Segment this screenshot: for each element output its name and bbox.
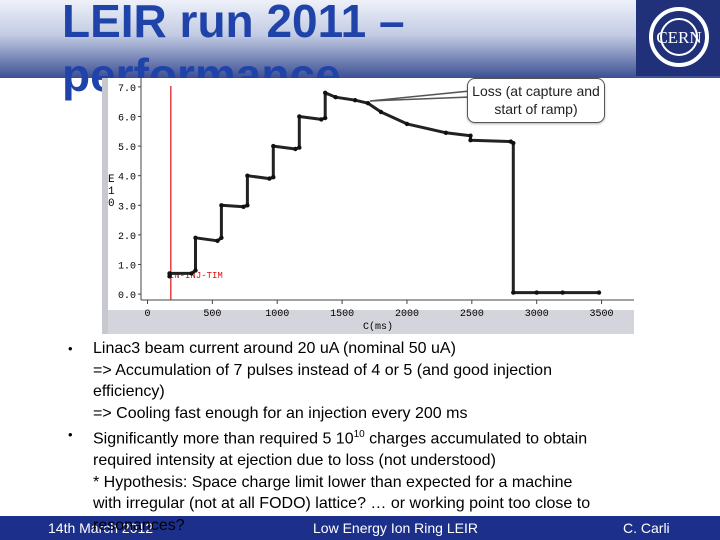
footer-title: Low Energy Ion Ring LEIR bbox=[313, 520, 478, 536]
data-point bbox=[219, 235, 224, 240]
bullet-dot: • bbox=[68, 341, 73, 356]
bullet-item: • Linac3 beam current around 20 uA (nomi… bbox=[68, 338, 698, 424]
bullet-list: • Linac3 beam current around 20 uA (nomi… bbox=[68, 338, 698, 537]
loss-callout: Loss (at capture and start of ramp) bbox=[467, 78, 605, 123]
y-tick-label: 1.0 bbox=[118, 261, 136, 272]
data-point bbox=[596, 290, 602, 295]
y-tick-label: 4.0 bbox=[118, 173, 136, 184]
bullet-line: Linac3 beam current around 20 uA (nomina… bbox=[93, 340, 456, 357]
exponent: 10 bbox=[353, 429, 365, 441]
chart-bottom-strip bbox=[102, 310, 634, 334]
data-point bbox=[333, 95, 338, 100]
data-point bbox=[511, 290, 516, 295]
x-tick-label: 3500 bbox=[590, 309, 614, 320]
y-axis-label-char: 1 bbox=[108, 186, 115, 198]
x-tick-label: 1000 bbox=[265, 309, 289, 320]
data-point bbox=[293, 146, 298, 152]
x-tick-label: 2500 bbox=[460, 309, 484, 320]
bullet-line: * Hypothesis: Space charge limit lower t… bbox=[93, 473, 573, 491]
intensity-trace bbox=[168, 91, 599, 295]
data-point bbox=[404, 121, 410, 127]
data-point bbox=[215, 238, 220, 243]
title-band bbox=[0, 0, 720, 78]
y-tick-label: 6.0 bbox=[118, 113, 136, 124]
data-point bbox=[271, 175, 276, 180]
injection-timing-marker: IN-INJ-TIM bbox=[169, 86, 223, 300]
marker-label: IN-INJ-TIM bbox=[169, 271, 223, 281]
data-point bbox=[245, 173, 250, 178]
y-tick-label: 0.0 bbox=[118, 291, 136, 302]
bullet-line: efficiency) bbox=[93, 383, 165, 401]
chart-left-strip bbox=[102, 78, 108, 334]
data-point bbox=[189, 271, 194, 276]
y-axis-label-char: E bbox=[108, 174, 115, 186]
data-point bbox=[534, 290, 539, 295]
footer-date: 14th March 2012 bbox=[48, 520, 154, 536]
data-point bbox=[297, 145, 302, 150]
x-tick-group: 0 500 1000 1500 2000 2500 3000 3500 bbox=[144, 300, 614, 320]
bullet-line: with irregular (not at all FODO) lattice… bbox=[93, 495, 591, 513]
y-tick-label: 5.0 bbox=[118, 143, 136, 154]
bullet-text: charges accumulated to obtain bbox=[369, 430, 588, 448]
data-point bbox=[365, 101, 371, 106]
y-tick-group: 0.0 1.0 2.0 3.0 4.0 5.0 6.0 7.0 bbox=[118, 84, 141, 302]
data-point bbox=[323, 90, 328, 95]
data-point bbox=[297, 114, 302, 119]
data-point bbox=[193, 268, 198, 273]
data-point bbox=[267, 176, 272, 181]
footer-bar: 14th March 2012 Low Energy Ion Ring LEIR… bbox=[0, 516, 720, 540]
cern-logo: CERN bbox=[636, 0, 720, 76]
data-point bbox=[352, 98, 358, 103]
data-point bbox=[378, 109, 384, 115]
data-point bbox=[560, 290, 565, 295]
data-point bbox=[241, 204, 246, 209]
bullet-line: required intensity at ejection due to lo… bbox=[93, 452, 496, 470]
y-tick-label: 7.0 bbox=[118, 84, 136, 95]
y-tick-label: 2.0 bbox=[118, 232, 136, 243]
data-point bbox=[511, 140, 516, 146]
y-tick-label: 3.0 bbox=[118, 202, 136, 213]
data-point bbox=[468, 138, 473, 143]
series-group bbox=[167, 90, 602, 295]
data-point bbox=[323, 115, 328, 121]
logo-text: CERN bbox=[656, 28, 701, 47]
bullet-line: => Cooling fast enough for an injection … bbox=[93, 404, 468, 422]
x-tick-label: 1500 bbox=[330, 309, 354, 320]
bullet-line: Significantly more than required 5 1010 … bbox=[93, 424, 698, 450]
bullet-dot: • bbox=[68, 427, 73, 443]
bullet-item: • Significantly more than required 5 101… bbox=[68, 424, 698, 536]
x-tick-label: 2000 bbox=[395, 309, 419, 320]
data-point bbox=[245, 203, 250, 208]
x-tick-label: 500 bbox=[203, 309, 221, 320]
cern-logo-icon: CERN bbox=[649, 7, 709, 67]
footer-author: C. Carli bbox=[623, 520, 670, 536]
bullet-line: resonances? bbox=[93, 517, 185, 535]
x-tick-label: 0 bbox=[144, 309, 150, 320]
data-point bbox=[193, 235, 198, 240]
data-point bbox=[319, 117, 324, 122]
x-tick-label: 3000 bbox=[525, 309, 549, 320]
data-point bbox=[271, 143, 276, 149]
data-point bbox=[468, 133, 473, 138]
y-axis-label-char: 0 bbox=[108, 198, 115, 210]
bullet-text: Significantly more than required 5 10 bbox=[93, 430, 354, 448]
bullet-line: => Accumulation of 7 pulses instead of 4… bbox=[93, 361, 552, 379]
data-point bbox=[443, 130, 449, 135]
x-axis-label: C(ms) bbox=[363, 321, 393, 333]
data-point bbox=[167, 271, 172, 276]
data-point bbox=[219, 203, 224, 208]
